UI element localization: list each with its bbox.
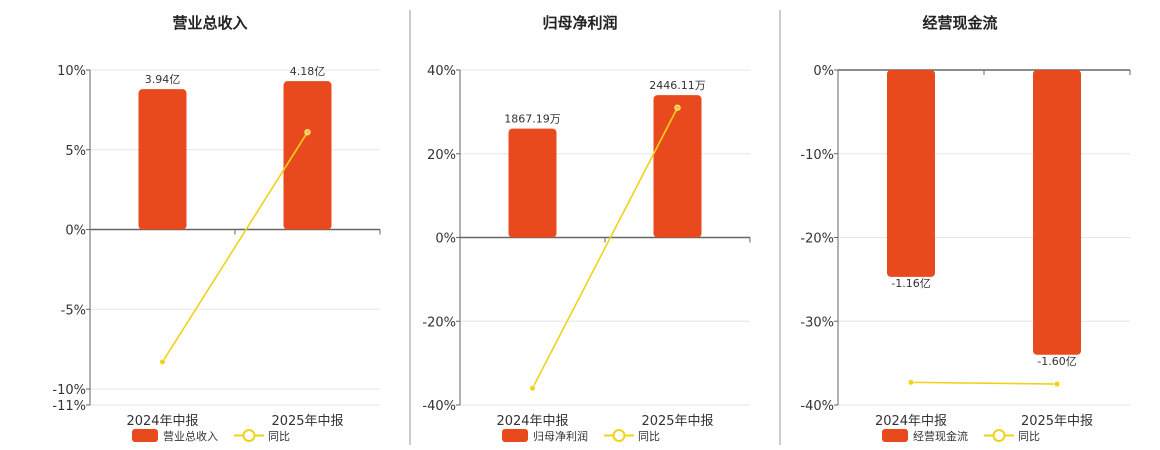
legend-bar-label: 归母净利润: [533, 429, 588, 443]
bar-1: [508, 128, 557, 238]
bar-2: [283, 81, 332, 230]
y-tick-label: -40%: [422, 399, 456, 414]
yoy-line: [161, 131, 309, 363]
y-tick-label: -5%: [61, 303, 86, 318]
y-tick-label: -30%: [800, 315, 834, 330]
bar-data-label: 3.94亿: [145, 73, 181, 86]
x-category-label: 2024年中报: [126, 414, 198, 429]
legend-line-label: 同比: [1018, 430, 1040, 443]
legend-bar-label: 经营现金流: [913, 429, 968, 443]
chart-title: 归母净利润: [542, 14, 617, 32]
x-category-label: 2025年中报: [1021, 414, 1093, 429]
chart-panel-3: 经营现金流 0% -10% -20% -30% -40% -1.16亿 -1.60亿 2024年…: [800, 14, 1131, 443]
legend-line-marker: [242, 429, 256, 442]
chart-panel-2: 归母净利润 40% 20% 0% -20% -40% 1867.19万 2446.11万 202…: [422, 14, 751, 443]
x-category-label: 2025年中报: [271, 414, 343, 429]
bar-data-label: -1.60亿: [1037, 355, 1076, 368]
x-category-label: 2025年中报: [641, 414, 713, 429]
bar-data-label: 4.18亿: [290, 65, 326, 78]
legend-bar-swatch: [882, 429, 908, 442]
legend-line-marker: [612, 429, 626, 442]
y-tick-label: 20%: [427, 148, 456, 163]
y-tick-label: 0%: [813, 64, 834, 79]
legend: 归母净利润 同比: [502, 429, 660, 443]
chart-title: 营业总收入: [172, 14, 247, 32]
x-category-label: 2024年中报: [875, 414, 947, 429]
y-tick-label: -20%: [422, 315, 456, 330]
legend: 经营现金流 同比: [882, 429, 1040, 443]
yoy-point-1: [907, 379, 915, 386]
yoy-point-1: [529, 385, 536, 392]
yoy-point-2: [304, 129, 311, 136]
yoy-line: [910, 381, 1058, 385]
y-tick-label: -10%: [800, 148, 834, 163]
y-tick-label: 10%: [57, 64, 86, 79]
legend-bar-swatch: [502, 429, 528, 442]
chart-title: 经营现金流: [922, 14, 997, 32]
bar-1: [138, 89, 187, 230]
y-tick-label: 0%: [65, 224, 86, 239]
legend-bar-label: 营业总收入: [163, 429, 218, 443]
chart-panel-1: 营业总收入 10% 5% 0% -5% -10%-11% 3.94亿 4.18亿 2024年中报…: [52, 14, 381, 443]
y-tick-label: -20%: [800, 232, 834, 247]
yoy-line: [531, 107, 679, 389]
bar-data-label: -1.16亿: [891, 277, 930, 290]
x-category-label: 2024年中报: [496, 414, 568, 429]
y-tick-label: -40%: [800, 399, 834, 414]
legend-bar-swatch: [132, 429, 158, 442]
bar-2: [653, 95, 702, 238]
yoy-point-2: [1053, 380, 1061, 388]
legend-line-label: 同比: [268, 430, 290, 443]
legend: 营业总收入 同比: [132, 429, 290, 443]
y-tick-label: 40%: [427, 64, 456, 79]
bar-data-label: 2446.11万: [649, 79, 706, 92]
yoy-point-1: [159, 358, 166, 366]
legend-line-marker: [992, 429, 1006, 442]
legend-line-label: 同比: [638, 430, 660, 443]
bar-1: [887, 70, 935, 277]
y-tick-label: -11%: [52, 399, 86, 414]
yoy-point-2: [674, 104, 681, 111]
y-tick-label: -10%: [52, 383, 86, 398]
bar-data-label: 1867.19万: [504, 113, 561, 126]
y-tick-label: 5%: [65, 144, 86, 159]
bar-2: [1033, 70, 1081, 355]
y-tick-label: 0%: [435, 232, 456, 247]
